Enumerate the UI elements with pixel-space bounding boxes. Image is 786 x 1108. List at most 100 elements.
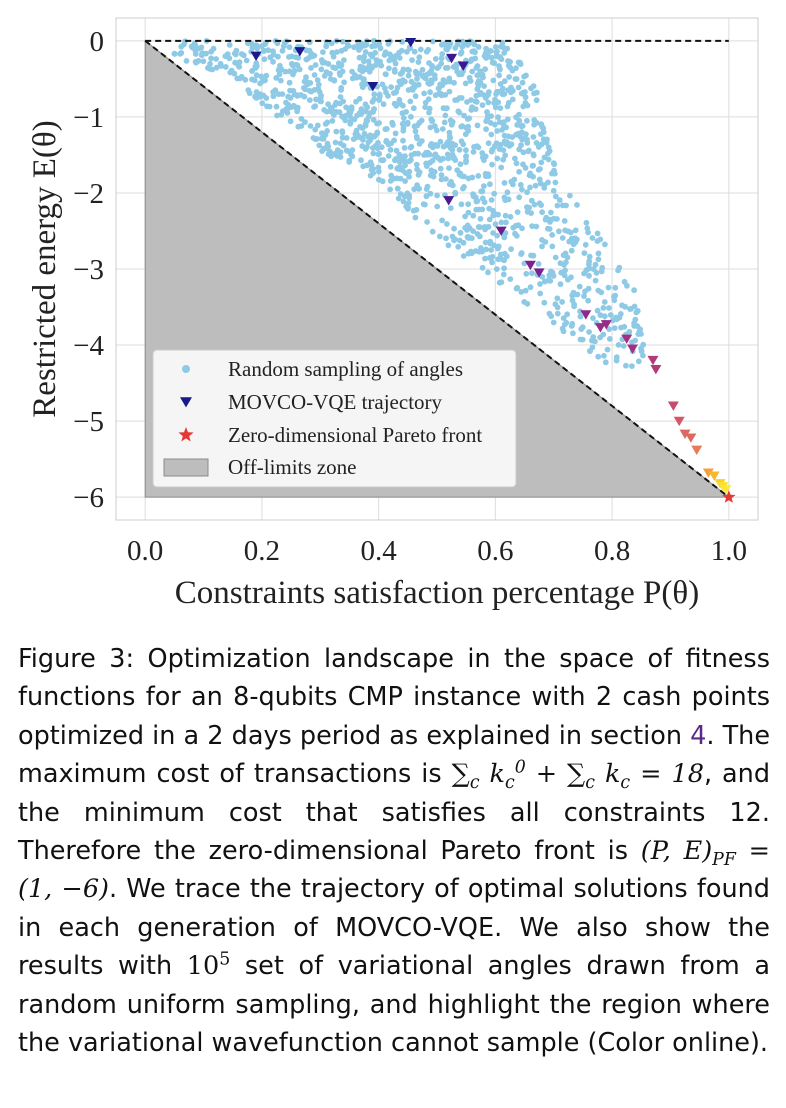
section-link[interactable]: 4 (690, 720, 707, 751)
random-sample-point (386, 57, 393, 64)
random-sample-point (488, 113, 494, 119)
random-sample-point (560, 252, 567, 259)
random-sample-point (452, 45, 459, 51)
random-sample-point (270, 93, 277, 100)
random-sample-point (479, 195, 486, 202)
random-sample-point (387, 163, 394, 170)
random-sample-point (552, 301, 559, 308)
random-sample-point (620, 343, 627, 349)
random-sample-point (451, 225, 457, 232)
random-sample-point (512, 222, 519, 229)
random-sample-point (314, 136, 320, 142)
random-sample-point (397, 81, 404, 88)
random-sample-point (387, 147, 394, 153)
random-sample-point (577, 313, 584, 320)
random-sample-point (439, 51, 446, 57)
random-sample-point (388, 172, 395, 179)
random-sample-point (413, 161, 420, 168)
random-sample-point (479, 206, 486, 213)
random-sample-point (500, 85, 506, 92)
random-sample-point (472, 106, 479, 112)
random-sample-point (372, 49, 378, 56)
legend-marker-pareto (178, 427, 194, 442)
random-sample-point (519, 79, 526, 86)
random-sample-point (222, 64, 229, 70)
random-sample-point (505, 99, 512, 106)
random-sample-point (286, 44, 293, 51)
random-sample-point (422, 201, 428, 208)
random-sample-point (338, 87, 344, 93)
random-sample-point (270, 58, 276, 65)
random-sample-point (402, 162, 408, 169)
random-sample-point (411, 48, 418, 55)
random-sample-point (307, 123, 314, 129)
random-sample-point (409, 87, 416, 93)
random-sample-point (397, 71, 404, 77)
random-sample-point (513, 232, 520, 239)
random-sample-point (594, 230, 601, 237)
random-sample-point (198, 44, 205, 51)
random-sample-point (445, 242, 452, 249)
random-sample-point (432, 75, 438, 82)
random-sample-point (253, 95, 260, 101)
random-sample-point (226, 42, 233, 48)
random-sample-point (590, 315, 596, 321)
random-sample-point (475, 173, 482, 179)
random-sample-point (314, 122, 321, 129)
random-sample-point (192, 43, 199, 49)
random-sample-point (554, 310, 561, 317)
random-sample-point (461, 184, 467, 190)
random-sample-point (511, 176, 518, 183)
random-sample-point (307, 80, 314, 86)
random-sample-point (444, 151, 451, 158)
random-sample-point (432, 56, 439, 62)
random-sample-point (320, 49, 326, 55)
random-sample-point (388, 84, 394, 90)
random-sample-point (446, 165, 452, 172)
random-sample-point (489, 59, 496, 66)
random-sample-point (259, 78, 266, 84)
random-sample-point (492, 44, 499, 50)
random-sample-point (546, 310, 553, 317)
x-tick-label: 0.8 (594, 535, 630, 567)
random-sample-point (623, 362, 629, 369)
random-sample-point (583, 267, 590, 274)
random-sample-point (213, 56, 220, 62)
random-sample-point (482, 255, 488, 262)
random-sample-point (327, 148, 333, 155)
random-sample-point (485, 269, 491, 276)
random-sample-point (377, 58, 383, 65)
legend-label: Random sampling of angles (228, 357, 463, 381)
trajectory-point (691, 445, 703, 455)
random-sample-point (474, 63, 481, 69)
random-sample-point (635, 331, 642, 337)
random-sample-point (579, 324, 586, 331)
random-sample-point (600, 331, 607, 338)
y-tick-label: −2 (73, 178, 104, 210)
random-sample-point (370, 109, 376, 115)
random-sample-point (449, 140, 456, 147)
random-sample-point (539, 209, 545, 216)
random-sample-point (280, 43, 287, 49)
random-sample-point (312, 103, 319, 110)
random-sample-point (435, 85, 442, 92)
random-sample-point (530, 252, 537, 259)
random-sample-point (409, 57, 415, 63)
random-sample-point (406, 173, 412, 180)
random-sample-point (341, 57, 347, 63)
random-sample-point (438, 176, 445, 183)
random-sample-point (439, 217, 445, 224)
random-sample-point (539, 243, 545, 250)
random-sample-point (611, 325, 618, 331)
random-sample-point (206, 65, 213, 72)
random-sample-point (446, 88, 453, 95)
random-sample-point (367, 51, 374, 58)
random-sample-point (495, 114, 501, 121)
random-sample-point (519, 186, 525, 193)
random-sample-point (496, 72, 502, 79)
trajectory-point (720, 485, 732, 495)
random-sample-point (468, 56, 475, 63)
random-sample-point (468, 250, 475, 257)
random-sample-point (541, 182, 548, 189)
random-sample-point (570, 241, 577, 248)
